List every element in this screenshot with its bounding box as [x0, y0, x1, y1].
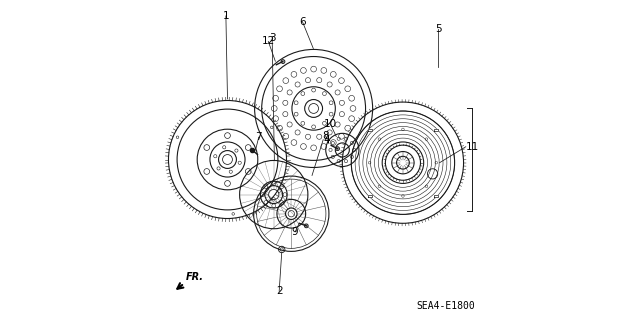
Text: 9: 9: [292, 227, 298, 237]
Bar: [434, 195, 438, 197]
Text: 3: 3: [269, 33, 275, 43]
Text: 2: 2: [276, 286, 282, 296]
Circle shape: [335, 147, 339, 151]
Bar: [368, 195, 372, 197]
Text: 10: 10: [324, 119, 337, 130]
Text: 5: 5: [435, 24, 442, 34]
Circle shape: [281, 60, 285, 63]
Text: 6: 6: [299, 17, 306, 27]
Text: 7: 7: [255, 132, 262, 142]
Text: 11: 11: [466, 142, 479, 152]
Text: 8: 8: [322, 130, 329, 141]
Circle shape: [305, 224, 308, 228]
Text: 12: 12: [262, 36, 275, 47]
Bar: [434, 129, 438, 131]
Text: FR.: FR.: [186, 272, 204, 282]
Text: 1: 1: [223, 11, 229, 21]
Text: SEA4-E1800: SEA4-E1800: [416, 301, 475, 311]
Text: 4: 4: [323, 135, 330, 145]
Bar: [368, 129, 372, 131]
